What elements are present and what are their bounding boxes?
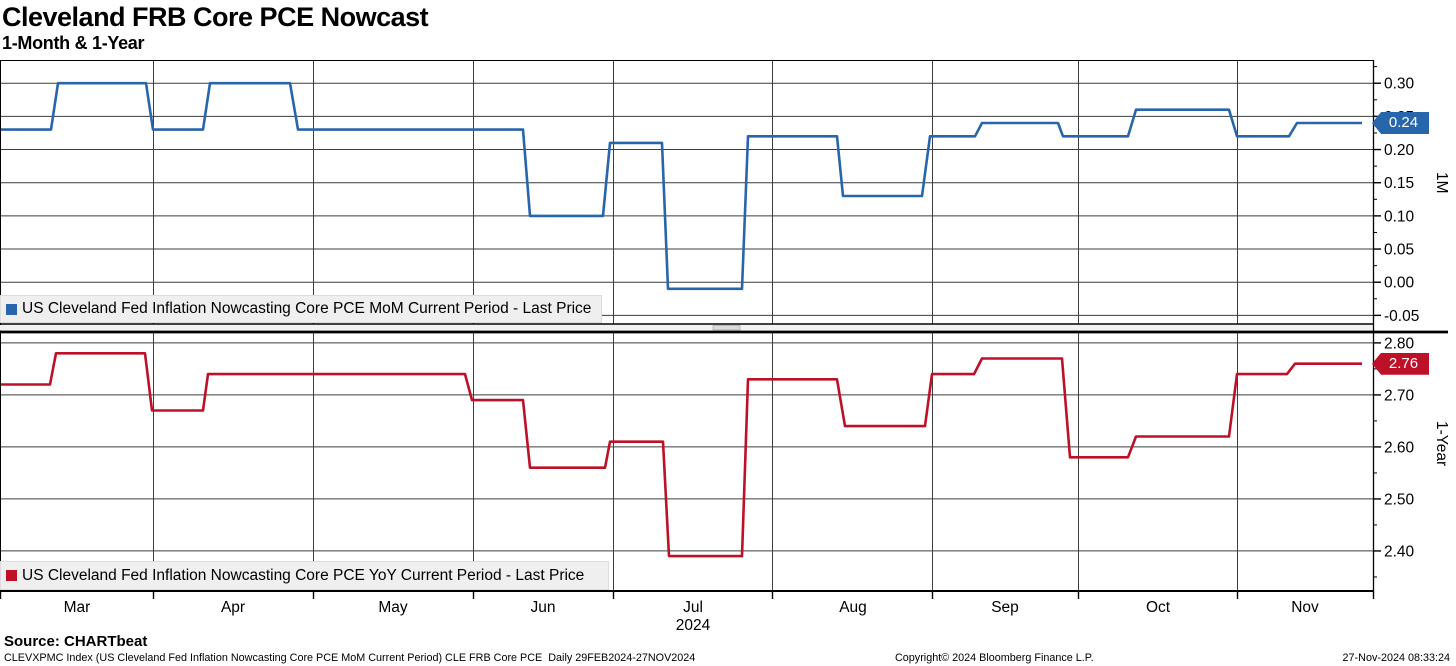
x-tick-label: Nov [1291,599,1319,616]
y-tick-label: 2.70 [1384,387,1415,404]
legend-swatch-1m-icon [6,303,17,315]
y-tick-label: 2.80 [1384,335,1415,352]
y-axis-title-1y: 1-Year [1433,421,1450,467]
x-axis-year-label: 2024 [676,617,711,634]
footer-disclaimer: CLEVXPMC Index (US Cleveland Fed Inflati… [4,652,696,664]
y-tick-label: 0.00 [1384,275,1415,292]
legend-label-1y: US Cleveland Fed Inflation Nowcasting Co… [22,566,585,584]
y-axis-title-1m: 1M [1433,172,1450,194]
y-tick-label: -0.05 [1384,308,1419,325]
y-tick-label: 2.50 [1384,491,1415,508]
last-price-badge-1m: 0.24 [1372,112,1429,134]
x-tick-label: Aug [839,599,867,616]
series-line-1y [0,351,1362,558]
x-tick-label: Jul [683,599,703,616]
footer-copyright: Copyright© 2024 Bloomberg Finance L.P. [895,652,1094,664]
y-tick-label: 0.05 [1384,242,1414,259]
series-line-1m [0,81,1362,291]
panel-splitter-band [0,325,1373,331]
x-tick-label: Sep [991,599,1019,616]
legend-item-1m[interactable]: US Cleveland Fed Inflation Nowcasting Co… [0,295,602,323]
x-tick-label: Apr [221,599,245,616]
x-tick-label: Oct [1146,599,1171,616]
y-tick-label: 0.10 [1384,208,1415,225]
footer-source: Source: CHARTbeat [4,633,148,650]
y-tick-label: 0.15 [1384,175,1414,192]
x-tick-label: Jun [531,599,556,616]
last-price-badge-1y: 2.76 [1372,352,1429,375]
legend-swatch-1y-icon [6,570,17,581]
legend-label-1m: US Cleveland Fed Inflation Nowcasting Co… [22,300,592,317]
x-tick-label: Mar [64,599,91,616]
page-subtitle: 1-Month & 1-Year [2,33,145,53]
y-tick-label: 0.20 [1384,142,1415,159]
footer-timestamp: 27-Nov-2024 08:33:24 [1342,652,1450,664]
y-tick-label: 2.60 [1384,439,1415,456]
panel-splitter-grip[interactable] [712,325,741,331]
legend-item-1y[interactable]: US Cleveland Fed Inflation Nowcasting Co… [0,561,609,590]
y-tick-label: 0.30 [1384,76,1415,93]
y-tick-label: 2.40 [1384,543,1415,560]
page-title: Cleveland FRB Core PCE Nowcast [2,2,429,32]
x-tick-label: May [378,599,408,616]
